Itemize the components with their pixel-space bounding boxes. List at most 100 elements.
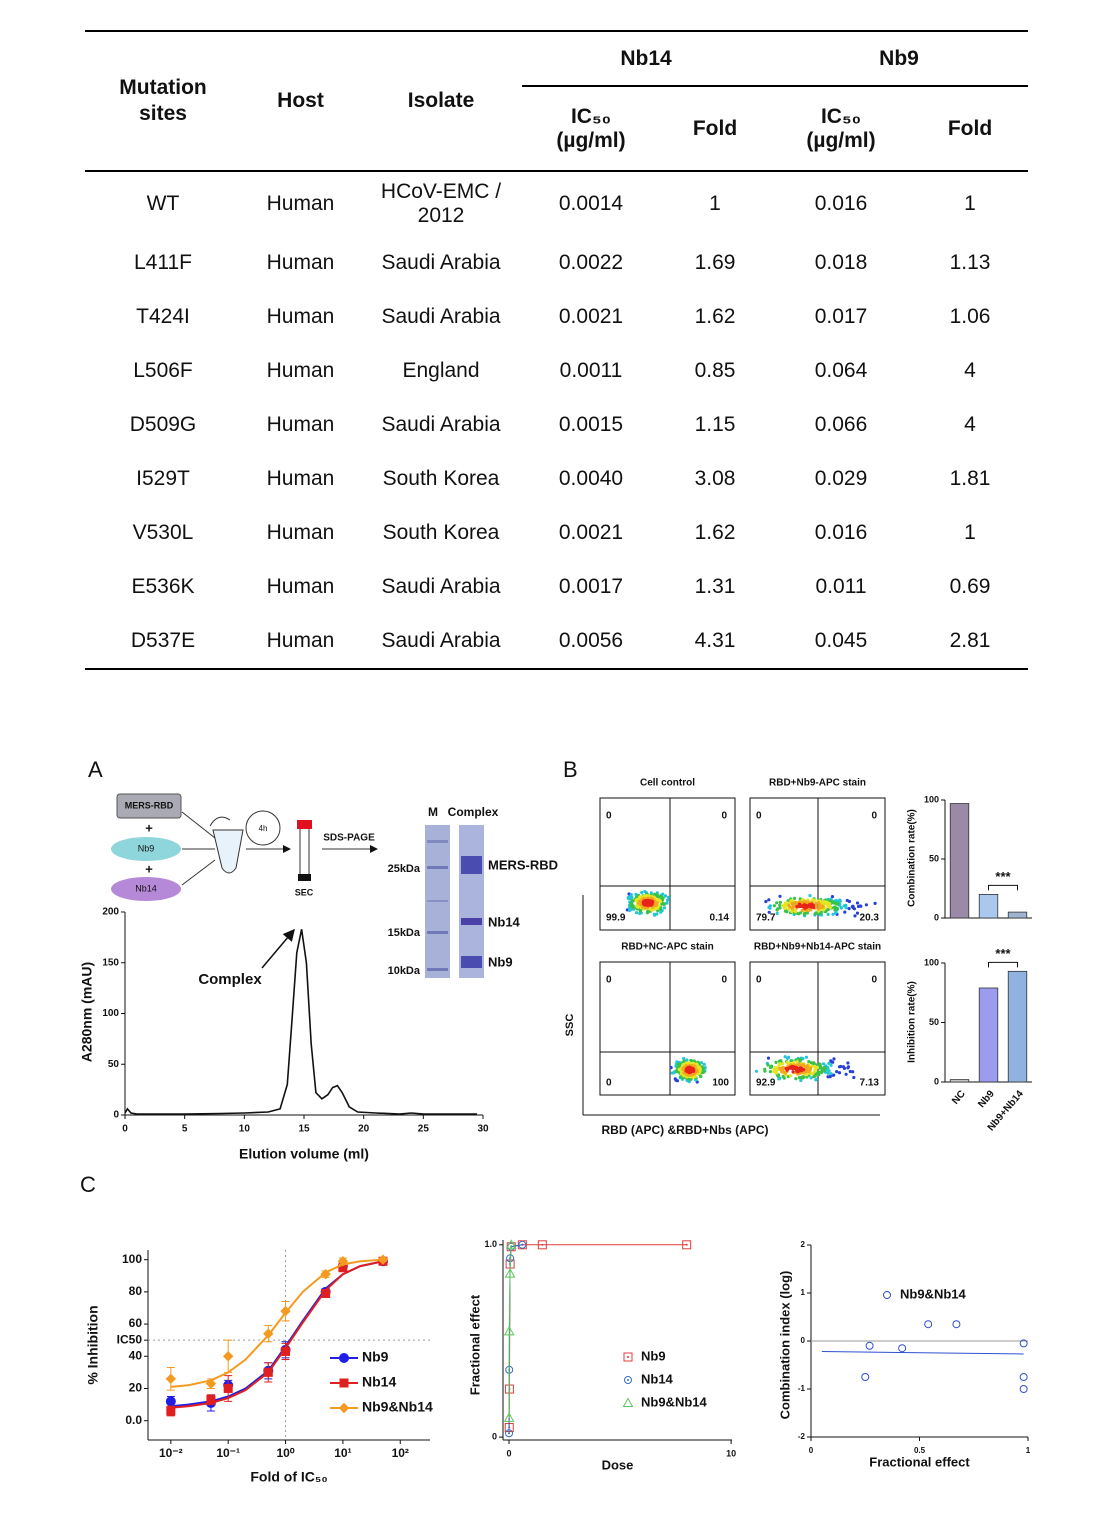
cell-text: D537E <box>130 629 196 652</box>
subcolumn-header: Fold <box>912 86 1029 172</box>
cell-text: Human <box>266 251 335 274</box>
workflow-input: Nb9 <box>138 843 155 853</box>
density-dot <box>634 892 638 897</box>
cell-text: V530L <box>132 521 194 544</box>
density-dot <box>794 1077 798 1081</box>
density-dot <box>851 1070 855 1074</box>
density-dot <box>662 906 667 910</box>
density-dot <box>687 1077 691 1081</box>
significance-bracket <box>988 884 1018 891</box>
table-row: L506F Human England 0.0011 0.85 0.064 4 <box>85 344 1028 398</box>
legend-marker <box>624 1376 632 1384</box>
column-header: Isolate <box>360 30 522 172</box>
marker-dot <box>627 1379 629 1381</box>
density-dot <box>795 1060 799 1064</box>
cell-text: Human <box>266 359 335 382</box>
data-point <box>337 1256 349 1267</box>
group-header: Nb14 <box>522 30 771 87</box>
x-tick-label: 10⁻² <box>159 1446 183 1460</box>
marker-dot <box>508 1432 511 1435</box>
density-dot <box>832 901 836 905</box>
table-cell: 4.31 <box>660 614 771 670</box>
cell-text: 1.15 <box>694 413 736 436</box>
density-dot <box>788 1074 793 1078</box>
table-cell: 0.0015 <box>522 398 660 452</box>
gel-lane: Complex <box>448 805 499 819</box>
table-cell: 0.011 <box>770 560 912 614</box>
gel-bands <box>427 840 482 971</box>
cell-text: 0.85 <box>694 359 736 382</box>
density-dot <box>783 1055 787 1059</box>
cell-text: 0.066 <box>814 413 868 436</box>
x-tick-label: 15 <box>298 1124 310 1135</box>
quadrant-value: 0 <box>871 811 877 822</box>
density-dot <box>774 1060 778 1064</box>
density-dot <box>852 1075 856 1080</box>
table-cell: 0.0011 <box>522 344 660 398</box>
x-tick-label: 10¹ <box>334 1446 351 1460</box>
cell-text: 1.06 <box>949 305 991 328</box>
header-row: IC₅₀ (µg/ml) Fold IC₅₀ (µg/ml) Fold <box>85 86 1029 172</box>
density-dot <box>832 1057 836 1061</box>
quadrant-value: 0 <box>721 975 727 986</box>
density-dot <box>666 898 670 902</box>
table-cell: D509G <box>85 398 241 452</box>
fit-curve <box>170 1260 384 1408</box>
data-point <box>222 1351 234 1362</box>
workflow-input: Nb14 <box>135 883 157 893</box>
sec-column <box>299 823 310 881</box>
cell-text: England <box>402 359 480 382</box>
legend-marker <box>338 1402 350 1414</box>
cell-text: 0.0021 <box>558 521 624 544</box>
density-dot <box>631 904 635 908</box>
density-dot <box>675 1060 679 1064</box>
cell-text: 0.0040 <box>558 467 624 490</box>
y-tick-label: 2 <box>801 1240 806 1249</box>
density-dot <box>665 901 669 905</box>
data-point <box>166 1406 176 1416</box>
cell-text: Human <box>266 192 335 215</box>
table-cell: 0.029 <box>770 452 912 506</box>
data-point <box>320 1268 331 1280</box>
density-dot <box>810 1061 814 1065</box>
cell-text: 0.0056 <box>558 629 624 652</box>
density-dot <box>646 901 651 905</box>
density-dot <box>832 905 837 909</box>
x-axis-label: Fractional effect <box>869 1454 970 1469</box>
table-cell: 4 <box>912 398 1028 452</box>
data-point <box>206 1395 216 1405</box>
density-dot <box>831 912 835 916</box>
cell-text: 3.08 <box>694 467 736 490</box>
cell-text: 1.81 <box>949 467 991 490</box>
x-tick-label: 10⁻¹ <box>216 1446 240 1460</box>
cell-text: Human <box>266 521 335 544</box>
y-tick-label: 60 <box>129 1316 143 1330</box>
table-cell: 0.0040 <box>522 452 660 506</box>
data-point <box>280 1305 291 1317</box>
x-axis-label: Dose <box>602 1457 634 1472</box>
table-row: D537E Human Saudi Arabia 0.0056 4.31 0.045 2.8… <box>85 614 1029 670</box>
data-point <box>503 1412 515 1422</box>
density-dot <box>682 1056 686 1061</box>
quadrant-value: 0 <box>606 1078 612 1089</box>
cell-text: 1.62 <box>694 521 736 544</box>
density-dot <box>848 1069 852 1074</box>
cell-text: WT <box>146 192 180 215</box>
density-dot <box>850 905 855 909</box>
legend-label: Nb9&Nb14 <box>900 1286 967 1301</box>
y-tick-label: 100 <box>924 794 939 804</box>
data-point <box>205 1378 217 1389</box>
table-cell: 1 <box>912 506 1028 560</box>
annotation-arrow <box>261 928 295 969</box>
cell-text: 1.13 <box>949 251 991 274</box>
density-dot <box>830 895 835 899</box>
density-dot <box>837 1071 842 1075</box>
fit-curve <box>170 1260 384 1409</box>
density-dot <box>768 904 772 908</box>
table-cell: 3.08 <box>660 452 770 506</box>
bar <box>978 987 999 1083</box>
flow-title: RBD+Nb9+Nb14-APC stain <box>754 942 881 953</box>
density-dot <box>808 1068 812 1072</box>
data-point <box>165 1396 176 1407</box>
